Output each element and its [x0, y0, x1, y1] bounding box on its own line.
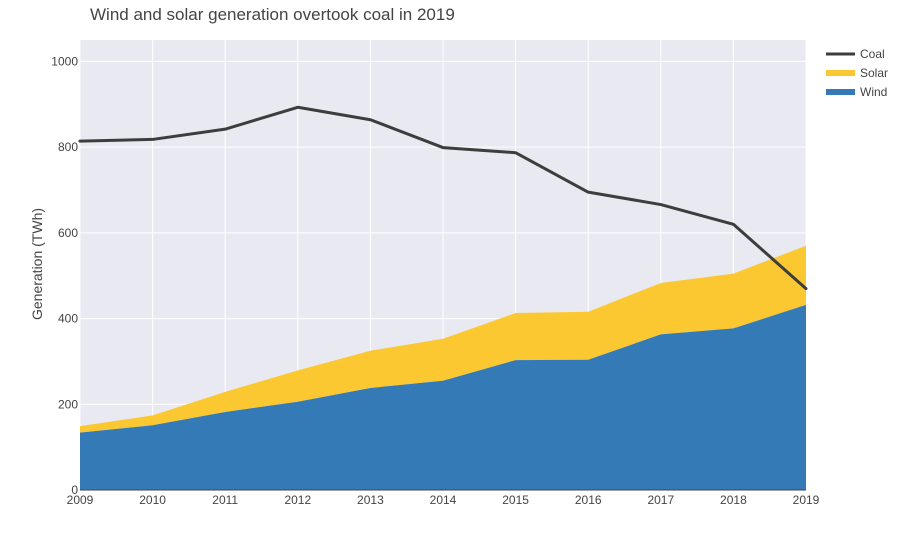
- x-tick-label-2014: 2014: [430, 493, 457, 507]
- x-tick-label-2013: 2013: [357, 493, 384, 507]
- x-tick-label-2012: 2012: [284, 493, 311, 507]
- x-tick-label-2015: 2015: [502, 493, 529, 507]
- y-tick-label-1000: 1000: [51, 54, 78, 68]
- x-tick-label-2010: 2010: [139, 493, 166, 507]
- coal-line: [78, 105, 808, 291]
- x-tick-label-2018: 2018: [720, 493, 747, 507]
- solar-area: [80, 245, 806, 433]
- y-tick-label-600: 600: [58, 226, 78, 240]
- x-tick-label-2011: 2011: [212, 493, 238, 507]
- legend-label-wind: Wind: [860, 85, 887, 99]
- chart-title: Wind and solar generation overtook coal …: [90, 5, 455, 24]
- legend-label-solar: Solar: [860, 66, 888, 80]
- y-axis-label: Generation (TWh): [29, 208, 45, 320]
- plot-area: [78, 40, 808, 490]
- legend-item-wind: Wind: [826, 85, 887, 99]
- legend-item-coal: Coal: [826, 47, 885, 61]
- y-tick-label-0: 0: [71, 483, 78, 497]
- legend-label-coal: Coal: [860, 47, 885, 61]
- x-tick-label-2019: 2019: [793, 493, 820, 507]
- x-tick-label-2016: 2016: [575, 493, 602, 507]
- y-tick-label-200: 200: [58, 397, 78, 411]
- y-tick-label-400: 400: [58, 312, 78, 326]
- legend: Coal Solar Wind: [826, 47, 888, 99]
- wind-area: [80, 304, 806, 490]
- legend-item-solar: Solar: [826, 66, 888, 80]
- x-tick-label-2017: 2017: [647, 493, 674, 507]
- x-tick-label-2009: 2009: [67, 493, 94, 507]
- axes: 0 200 400 600 800 1000 2009 2010 2011 2012 2013 201…: [51, 54, 819, 507]
- y-tick-label-800: 800: [58, 140, 78, 154]
